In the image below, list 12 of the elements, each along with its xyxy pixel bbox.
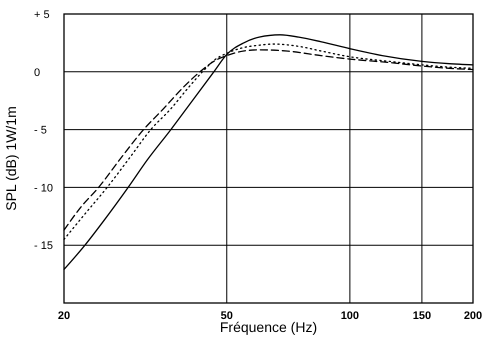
y-tick-label: - 10	[34, 182, 53, 194]
x-tick-label: 200	[464, 310, 482, 322]
y-axis-title: SPL (dB) 1W/1m	[3, 106, 19, 211]
x-tick-label: 20	[58, 310, 70, 322]
y-tick-label: - 5	[34, 124, 47, 137]
x-tick-label: 150	[412, 310, 432, 322]
y-tick-label: - 15	[34, 240, 53, 252]
x-tick-label: 50	[220, 310, 233, 322]
y-tick-label: 0	[34, 66, 40, 79]
x-axis-title: Fréquence (Hz)	[220, 319, 318, 335]
y-tick-label: + 5	[34, 9, 50, 21]
x-tick-label: 100	[340, 310, 360, 322]
